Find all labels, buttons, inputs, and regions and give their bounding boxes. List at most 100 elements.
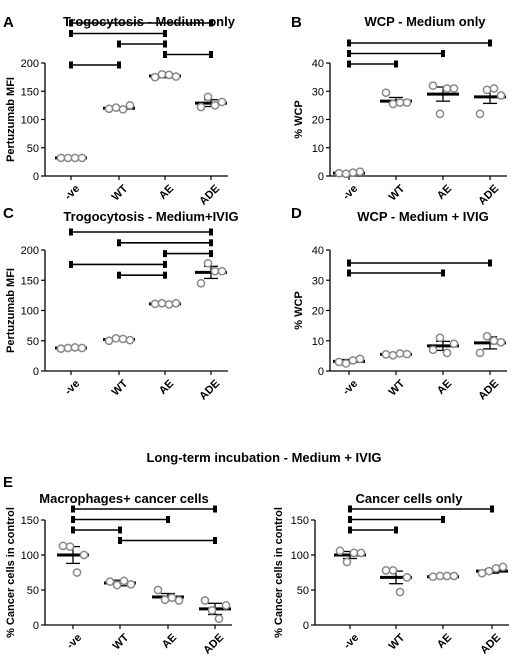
x-tick-label: ADE: [201, 632, 226, 657]
panel-title: Trogocytosis - Medium+IVIG: [63, 209, 238, 224]
bracket-end-left: [71, 516, 75, 523]
data-point: [214, 614, 224, 624]
significance-bracket: [118, 537, 217, 544]
bracket-end-right: [117, 61, 121, 69]
y-axis-label: % WCP: [293, 100, 305, 139]
bracket-end-right: [163, 271, 167, 279]
data-point: [388, 350, 398, 360]
panel-b: B WCP - Medium only 0 10 20 30 40 % WCP -ve WT AE A…: [291, 14, 507, 208]
y-tick-label: 0: [318, 366, 324, 378]
x-tick-label: AE: [157, 378, 176, 397]
data-point: [58, 541, 68, 551]
bracket-end-right: [488, 259, 492, 267]
data-point: [150, 299, 160, 309]
data-point: [428, 81, 438, 90]
bracket-end-right: [213, 505, 217, 513]
panel-letter: B: [291, 14, 302, 31]
data-point: [388, 566, 398, 575]
data-point: [217, 266, 227, 276]
data-point: [118, 334, 128, 344]
y-tick-label: 150: [291, 515, 309, 527]
data-point: [105, 577, 115, 586]
data-point: [348, 168, 358, 177]
bracket-end-left: [347, 60, 351, 68]
y-tick-label: 100: [291, 550, 309, 562]
data-point: [203, 258, 213, 268]
x-tick-label: -ve: [341, 632, 361, 652]
data-point: [207, 605, 217, 615]
significance-bracket: [347, 259, 492, 267]
significance-bracket: [347, 269, 445, 277]
data-point: [334, 357, 344, 367]
data-point: [210, 266, 220, 276]
y-tick-label: 0: [318, 171, 324, 183]
data-point: [449, 571, 459, 581]
data-point: [160, 595, 170, 605]
bracket-end-right: [490, 505, 494, 513]
data-point: [111, 103, 121, 112]
data-point: [111, 333, 121, 343]
data-point: [104, 104, 114, 114]
bracket-end-left: [117, 239, 121, 247]
y-tick-label: 20: [312, 115, 324, 127]
bracket-end-left: [69, 30, 73, 37]
bracket-end-left: [69, 61, 73, 69]
data-point: [355, 167, 365, 177]
data-point: [65, 542, 75, 551]
data-point: [428, 572, 438, 582]
significance-bracket: [348, 526, 398, 534]
data-point: [157, 69, 167, 79]
significance-bracket: [348, 505, 494, 513]
data-point: [402, 349, 412, 359]
data-point: [217, 97, 227, 107]
bracket-end-left: [69, 228, 73, 236]
data-point: [356, 548, 366, 558]
x-tick-label: -ve: [64, 632, 84, 652]
data-point: [118, 104, 128, 114]
bracket-end-left: [347, 269, 351, 277]
bracket-end-left: [71, 526, 75, 534]
y-tick-label: 10: [312, 143, 324, 155]
bracket-end-left: [163, 51, 167, 58]
y-tick-label: 50: [27, 585, 39, 597]
x-tick-label: -ve: [340, 378, 360, 398]
bracket-end-right: [163, 260, 167, 268]
bracket-end-left: [69, 260, 73, 268]
y-tick-label: 150: [21, 515, 39, 527]
data-point: [489, 84, 499, 93]
x-tick-label: -ve: [62, 378, 82, 398]
x-tick-label: -ve: [340, 183, 360, 203]
panel-letter: C: [3, 205, 14, 222]
significance-bracket: [71, 526, 122, 534]
significance-bracket: [69, 61, 121, 69]
bracket-end-right: [209, 239, 213, 247]
data-point: [402, 98, 412, 107]
data-point: [449, 84, 459, 93]
x-tick-label: ADE: [476, 183, 501, 208]
data-point: [496, 337, 506, 347]
data-point: [112, 580, 122, 590]
data-point: [475, 348, 485, 358]
significance-bracket: [69, 30, 167, 37]
x-tick-label: AE: [435, 632, 454, 651]
bracket-end-right: [166, 516, 170, 523]
section-title: Long-term incubation - Medium + IVIG: [146, 450, 381, 465]
data-point: [428, 345, 438, 355]
y-tick-label: 0: [33, 171, 39, 183]
significance-bracket: [117, 271, 167, 279]
data-point: [167, 593, 177, 603]
data-point: [70, 153, 80, 163]
data-point: [210, 101, 220, 110]
panel-letter: A: [3, 14, 14, 31]
bracket-end-right: [441, 516, 445, 523]
x-tick-label: WT: [387, 183, 408, 204]
bracket-end-right: [209, 228, 213, 236]
y-axis-label: % Cancer cells in control: [5, 507, 17, 638]
data-point: [126, 580, 136, 589]
data-point: [442, 571, 452, 581]
x-tick-label: WT: [111, 632, 132, 653]
panels: A Trogocytosis - Medium only050100150200P…: [3, 14, 509, 657]
y-tick-label: 100: [21, 306, 39, 318]
bracket-end-right: [441, 269, 445, 277]
